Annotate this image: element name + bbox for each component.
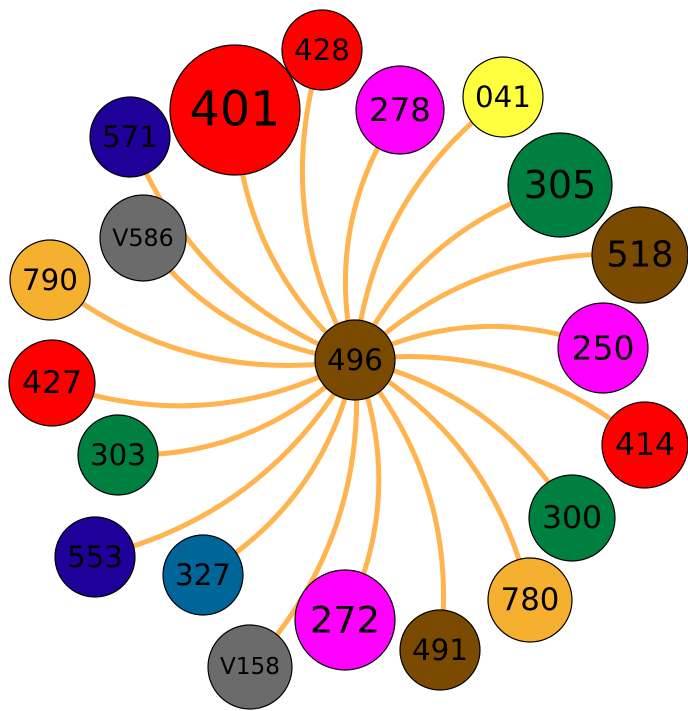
- node-circle: [281, 9, 363, 91]
- node-label: 491: [412, 633, 468, 667]
- edge: [353, 358, 447, 651]
- node-circle: [89, 96, 171, 178]
- node-circle: [591, 206, 688, 304]
- node: 041: [462, 56, 544, 138]
- node: 250: [557, 302, 649, 394]
- node-label: 041: [475, 80, 531, 114]
- node-label: 305: [524, 163, 597, 207]
- node-circle: [355, 65, 445, 155]
- node-label: 278: [369, 91, 431, 129]
- edge: [48, 278, 356, 368]
- node-circle: [487, 557, 573, 643]
- node-circle: [9, 239, 91, 321]
- node: V586: [99, 194, 187, 282]
- node-label: 571: [102, 120, 158, 154]
- node: 491: [399, 609, 481, 691]
- node: 305: [507, 132, 613, 238]
- node-label: 303: [90, 438, 146, 472]
- node: 571: [89, 96, 171, 178]
- edge: [299, 49, 358, 362]
- node-label: 518: [606, 235, 673, 276]
- node-label: 327: [175, 558, 231, 592]
- node-label: 780: [501, 582, 560, 618]
- node-circle: [77, 414, 159, 496]
- node-label: 414: [615, 427, 675, 463]
- node: 780: [487, 557, 573, 643]
- edge: [248, 359, 360, 669]
- node-label: 553: [67, 540, 123, 574]
- node: 427: [8, 339, 96, 427]
- node: 303: [77, 414, 159, 496]
- node-circle: [507, 132, 613, 238]
- edge: [127, 136, 356, 363]
- node-label: 427: [22, 365, 82, 401]
- node-circle: [528, 474, 616, 562]
- node-circle: [462, 56, 544, 138]
- node-label: V158: [220, 654, 280, 680]
- node: V158: [207, 624, 293, 710]
- node-circle: [99, 194, 187, 282]
- node: 401: [169, 44, 301, 176]
- node: 278: [355, 65, 445, 155]
- node-circle: [169, 44, 301, 176]
- node: 300: [528, 474, 616, 562]
- node-label: 300: [542, 500, 602, 536]
- node: 518: [591, 206, 688, 304]
- node: 414: [601, 401, 688, 489]
- node: 496: [314, 319, 396, 401]
- node: 790: [9, 239, 91, 321]
- node-label: V586: [112, 224, 173, 252]
- node-circle: [8, 339, 96, 427]
- node-circle: [294, 569, 396, 671]
- node-circle: [601, 401, 688, 489]
- node-circle: [557, 302, 649, 394]
- node-circle: [162, 534, 244, 616]
- edge: [352, 95, 505, 361]
- node: 553: [54, 516, 136, 598]
- node-label: 790: [22, 263, 78, 297]
- node: 428: [281, 9, 363, 91]
- node-label: 496: [327, 343, 383, 377]
- node-circle: [207, 624, 293, 710]
- node-circle: [54, 516, 136, 598]
- node: 272: [294, 569, 396, 671]
- node-circle: [314, 319, 396, 401]
- node-label: 250: [572, 329, 635, 368]
- node-label: 272: [310, 599, 380, 642]
- node-label: 428: [294, 33, 350, 67]
- node-circle: [399, 609, 481, 691]
- node: 327: [162, 534, 244, 616]
- node-label: 401: [189, 83, 280, 138]
- edge: [94, 358, 358, 560]
